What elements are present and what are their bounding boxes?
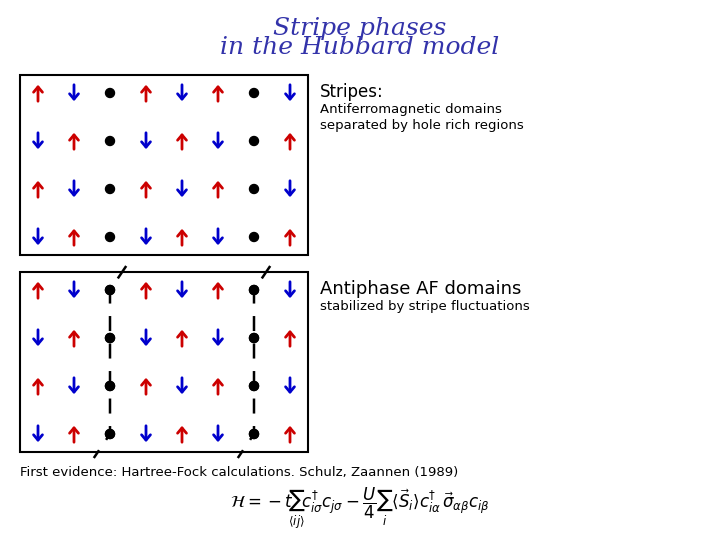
Circle shape <box>106 185 114 193</box>
Circle shape <box>250 334 258 342</box>
Circle shape <box>106 334 114 342</box>
Text: Antiferromagnetic domains: Antiferromagnetic domains <box>320 103 502 116</box>
Circle shape <box>106 286 114 294</box>
Text: stabilized by stripe fluctuations: stabilized by stripe fluctuations <box>320 300 530 313</box>
Circle shape <box>250 429 258 438</box>
Circle shape <box>106 286 114 294</box>
Circle shape <box>250 286 258 294</box>
Bar <box>20 272 308 452</box>
Text: $\mathcal{H} = -t\!\sum_{\langle ij\rangle}\! c^{\dagger}_{i\sigma} c_{j\sigma} : $\mathcal{H} = -t\!\sum_{\langle ij\rang… <box>230 485 490 531</box>
Circle shape <box>106 334 114 342</box>
Circle shape <box>250 286 258 294</box>
Circle shape <box>106 381 114 390</box>
Text: Stripe phases: Stripe phases <box>274 17 446 39</box>
Circle shape <box>106 429 114 438</box>
Bar <box>20 75 308 255</box>
Text: separated by hole rich regions: separated by hole rich regions <box>320 119 523 132</box>
Circle shape <box>250 429 258 438</box>
Circle shape <box>250 334 258 342</box>
Circle shape <box>250 381 258 390</box>
Circle shape <box>250 185 258 193</box>
Text: Stripes:: Stripes: <box>320 83 384 101</box>
Text: First evidence: Hartree-Fock calculations. Schulz, Zaannen (1989): First evidence: Hartree-Fock calculation… <box>20 466 458 479</box>
Text: Antiphase AF domains: Antiphase AF domains <box>320 280 521 298</box>
Circle shape <box>250 89 258 98</box>
Circle shape <box>106 381 114 390</box>
Circle shape <box>250 381 258 390</box>
Circle shape <box>106 233 114 241</box>
Circle shape <box>250 233 258 241</box>
Text: in the Hubbard model: in the Hubbard model <box>220 37 500 59</box>
Circle shape <box>106 89 114 98</box>
Circle shape <box>106 137 114 145</box>
Circle shape <box>106 429 114 438</box>
Circle shape <box>250 137 258 145</box>
